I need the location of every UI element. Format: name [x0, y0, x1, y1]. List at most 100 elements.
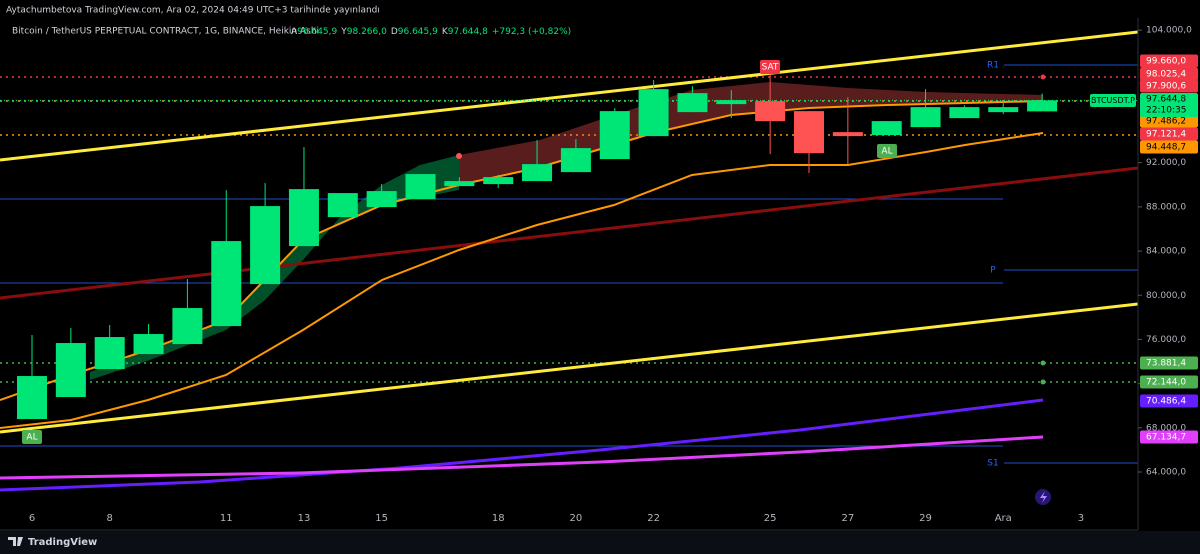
x-tick-label: 25: [764, 513, 777, 524]
price-label-box: [1140, 394, 1198, 408]
price-label: 97.486,2: [1146, 117, 1186, 127]
x-tick-label: Ara: [995, 513, 1012, 524]
candle-body: [366, 191, 397, 208]
price-label: 72.144,0: [1146, 378, 1186, 388]
y-tick-label: 104.000,0: [1146, 26, 1192, 36]
price-label-box: [1140, 114, 1198, 128]
sell-signal: SAT: [762, 63, 779, 73]
symbol-label: BTCUSDT.P: [1091, 96, 1135, 105]
change-value: +792,3 (+0,82%): [492, 27, 571, 37]
footer-bar: [0, 531, 1200, 554]
buy-signal-box: [22, 430, 42, 444]
candle-body: [677, 93, 708, 113]
pivot-label: S1: [987, 459, 998, 469]
candle-body: [522, 164, 553, 182]
level-dot: [1040, 360, 1046, 366]
ohlc-value: 98.266,0: [347, 27, 387, 37]
candle-body: [794, 111, 824, 154]
tradingview-logo: [8, 537, 23, 546]
y-tick-label: 80.000,0: [1146, 291, 1186, 301]
ohlc-letter: K: [442, 27, 449, 37]
pivot-label: P: [990, 266, 996, 276]
price-label-box: [1140, 430, 1198, 444]
price-label: 70.486,4: [1146, 397, 1186, 407]
price-label: 73.881,4: [1146, 359, 1186, 369]
x-tick-label: 18: [492, 513, 505, 524]
candle-body: [832, 132, 863, 137]
brand-text: TradingView: [28, 537, 97, 548]
price-label-box: [1140, 67, 1198, 81]
lower-trendline: [0, 302, 1139, 434]
ohlc-letter: A: [291, 27, 298, 37]
replay-bolt: [1040, 491, 1047, 503]
candle-body: [250, 206, 281, 285]
candle-body: [871, 121, 902, 136]
buy-signal: AL: [26, 433, 37, 443]
price-label: 67.134,7: [1146, 433, 1186, 443]
candle-body: [638, 89, 669, 137]
price-label: 97.121,4: [1146, 130, 1186, 140]
candle-body: [55, 343, 86, 398]
candle-body: [444, 181, 475, 187]
x-tick-label: 8: [107, 513, 113, 524]
level-dot: [1040, 74, 1046, 80]
y-tick-label: 64.000,0: [1146, 468, 1186, 478]
ohlc-value: 97.644,8: [448, 27, 488, 37]
price-label-box: [1140, 375, 1198, 389]
price-label-box: [1140, 54, 1198, 68]
price-label: 94.448,7: [1146, 143, 1186, 153]
candle-body: [599, 111, 630, 160]
candle-body: [1027, 100, 1058, 112]
signal-dot: [456, 153, 462, 159]
price-label-box: [1140, 356, 1198, 370]
y-tick-label: 92.000,0: [1146, 158, 1186, 168]
candle-body: [560, 148, 591, 173]
candle-body: [988, 107, 1019, 113]
published-text: Aytachumbetova TradingView.com, Ara 02, …: [6, 6, 380, 16]
magenta-ma: [0, 435, 1044, 480]
price-label-box: [1140, 127, 1198, 141]
x-tick-label: 29: [919, 513, 932, 524]
ohlc-letter: D: [391, 27, 398, 37]
purple-ma: [0, 398, 1044, 492]
buy-signal: AL: [881, 147, 892, 157]
price-label: 98.025,4: [1146, 70, 1186, 80]
slow-ma: [0, 132, 1044, 429]
symbol-text: Bitcoin / TetherUS PERPETUAL CONTRACT, 1…: [12, 27, 319, 37]
candle-body: [133, 334, 164, 355]
ohlc-values: A96.645,9 Y98.266,0 D96.645,9 K97.644,8 +792…: [291, 27, 571, 37]
level-dot: [1040, 379, 1046, 385]
buy-signal-box: [877, 144, 897, 158]
upper-trendline: [0, 30, 1139, 162]
candle-body: [17, 376, 47, 420]
pivot-label: R1: [987, 61, 999, 71]
x-tick-label: 11: [220, 513, 233, 524]
ohlc-value: 96.645,9: [398, 27, 438, 37]
candle-body: [211, 241, 242, 327]
x-tick-label: 15: [375, 513, 388, 524]
candle-body: [288, 189, 319, 247]
candle-body: [405, 174, 436, 200]
y-tick-label: 88.000,0: [1146, 202, 1186, 212]
ohlc-value: 96.645,9: [297, 27, 337, 37]
last-price: 97.644,8: [1146, 95, 1186, 105]
candle-body: [910, 107, 941, 128]
red-trendline: [0, 166, 1139, 300]
candle-body: [94, 337, 125, 370]
countdown: 22:10:35: [1146, 106, 1186, 116]
candle-body: [327, 193, 358, 218]
x-tick-label: 27: [841, 513, 854, 524]
last-price-box: [1140, 93, 1198, 117]
x-tick-label: 6: [29, 513, 35, 524]
candle-body: [716, 100, 747, 105]
candle-body: [755, 101, 786, 122]
ohlc-letter: Y: [340, 27, 347, 37]
sell-signal-box: [760, 60, 780, 74]
level-lines: [0, 76, 1138, 383]
price-label-box: [1140, 79, 1198, 93]
pivot-lines: [0, 64, 1138, 464]
y-tick-label: 76.000,0: [1146, 335, 1186, 345]
x-tick-label: 3: [1078, 513, 1084, 524]
price-label: 99.660,0: [1146, 57, 1186, 67]
x-tick-label: 20: [570, 513, 583, 524]
